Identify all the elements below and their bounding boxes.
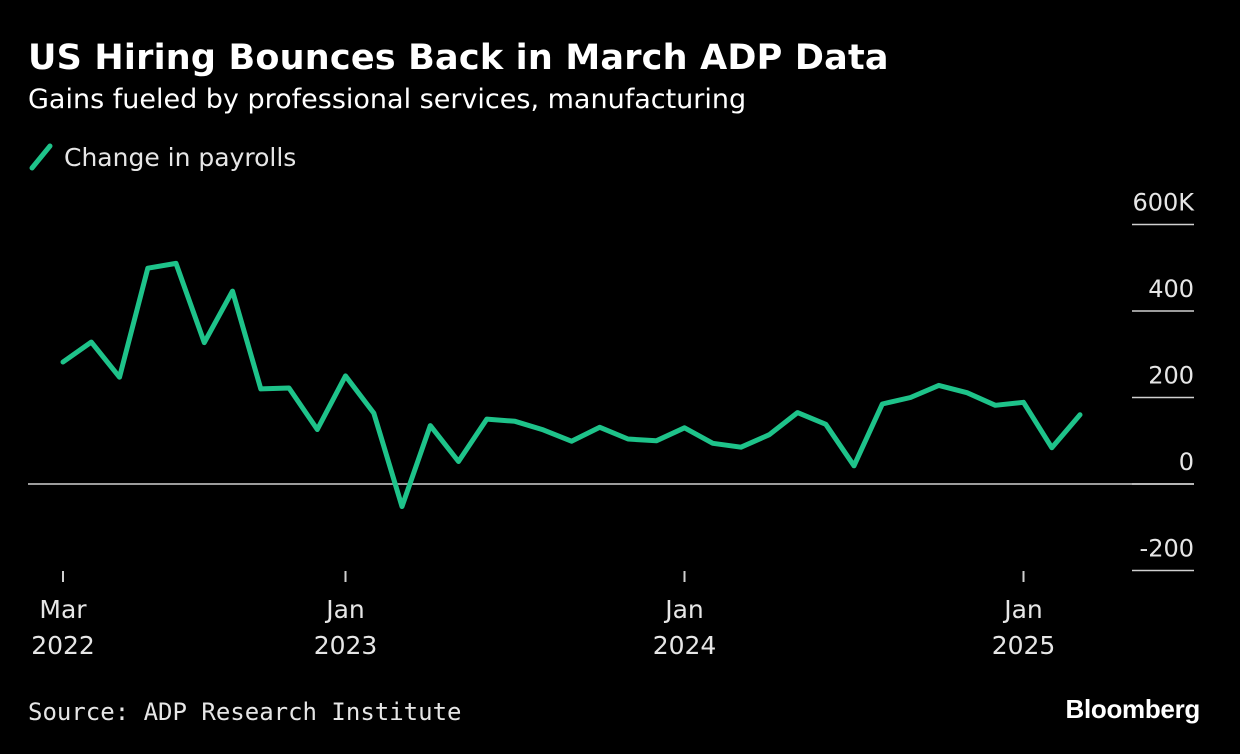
chart-subtitle: Gains fueled by professional services, m… (28, 84, 747, 115)
x-tick-label: 2025 (992, 631, 1056, 660)
bloomberg-logo: Bloomberg (1065, 694, 1200, 724)
x-tick-label: Jan (324, 595, 365, 624)
legend-line-icon (29, 143, 53, 171)
y-tick-label: 600K (1132, 189, 1195, 217)
y-tick-label: 200 (1148, 362, 1194, 390)
x-tick-label: 2023 (314, 631, 378, 660)
x-tick-label: Mar (39, 595, 87, 624)
legend-label: Change in payrolls (64, 142, 297, 172)
legend: Change in payrolls (28, 142, 296, 172)
y-tick-label: 400 (1148, 275, 1194, 303)
series-line-change-in-payrolls (60, 260, 1083, 509)
source-note: Source: ADP Research Institute (28, 698, 462, 726)
x-tick-label: 2022 (31, 631, 95, 660)
chart-title: US Hiring Bounces Back in March ADP Data (28, 38, 889, 78)
x-tick-label: Jan (1002, 595, 1043, 624)
x-tick-label: Jan (663, 595, 704, 624)
y-tick-label: -200 (1140, 535, 1194, 563)
y-tick-label: 0 (1179, 448, 1194, 476)
x-tick-label: 2024 (653, 631, 717, 660)
